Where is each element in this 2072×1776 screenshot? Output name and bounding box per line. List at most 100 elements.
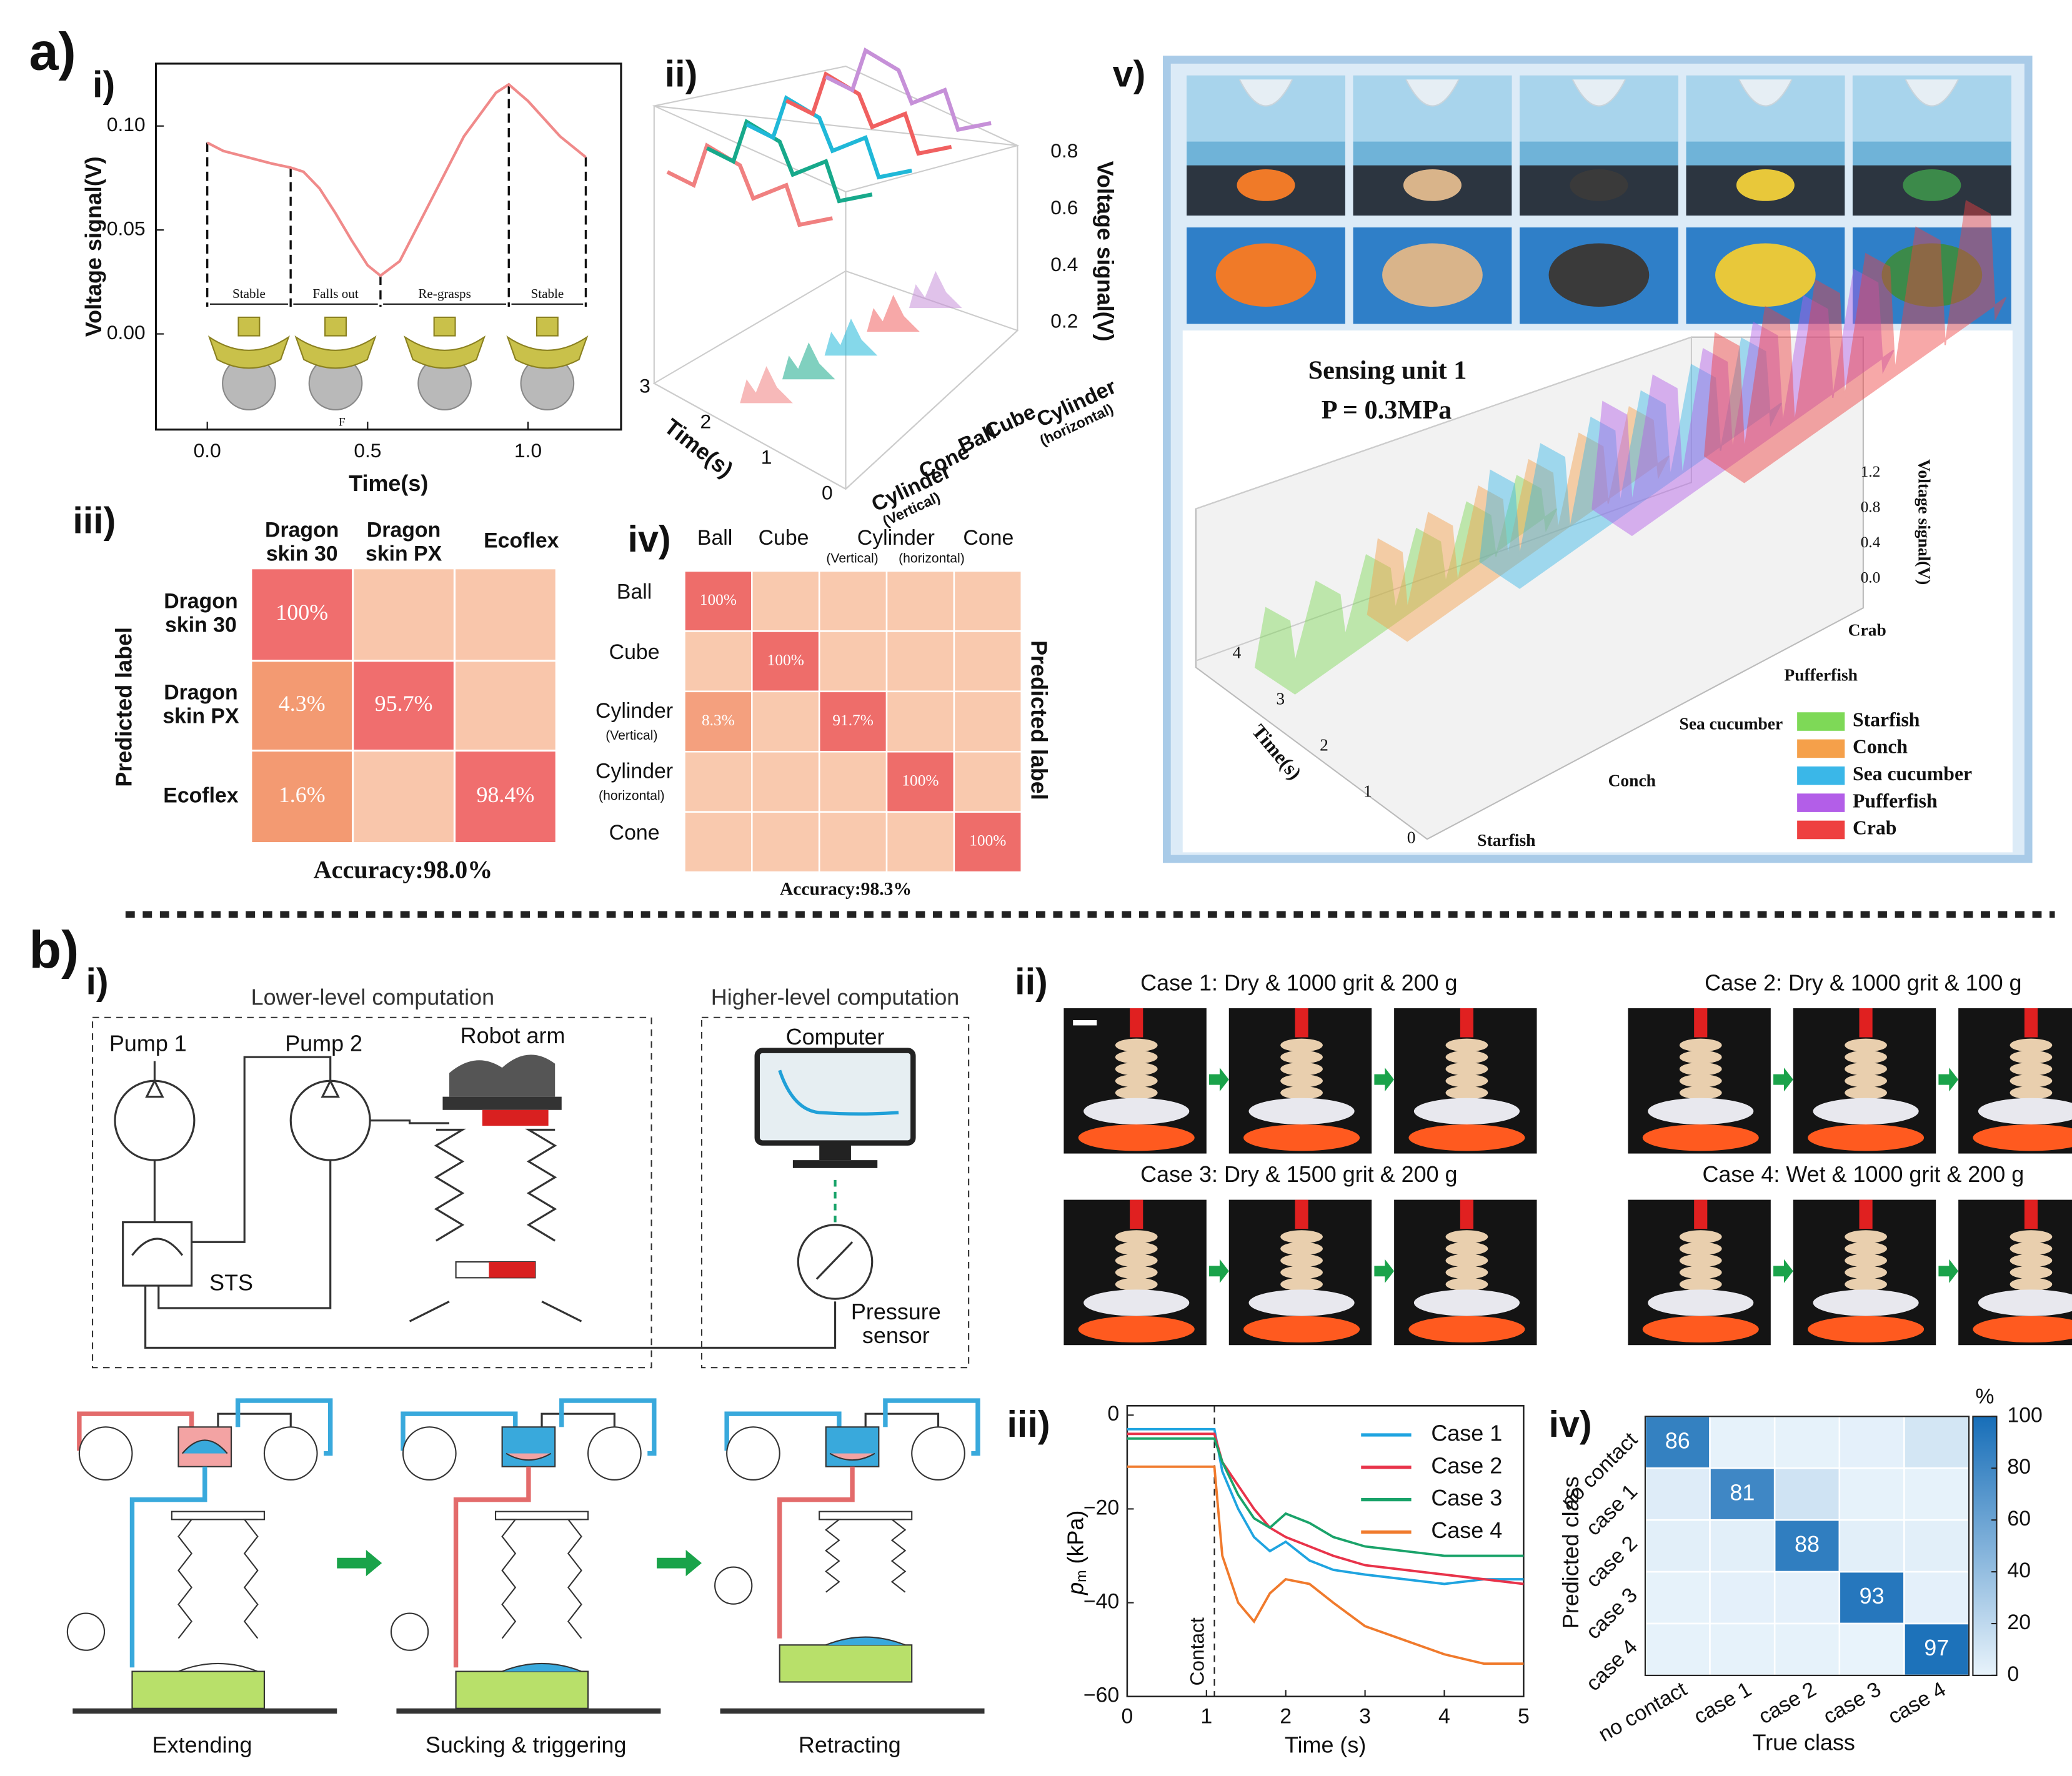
illustration [883, 1398, 980, 1456]
cell-label: 100% [276, 600, 328, 625]
legend-swatch [1797, 739, 1845, 758]
illustration [1280, 1038, 1323, 1052]
cell-label: 98.4% [476, 782, 534, 807]
z-tick-label: 1.2 [1861, 463, 1881, 480]
illustration [525, 1128, 557, 1242]
ribbon [1479, 337, 1782, 589]
illustration [1445, 1277, 1488, 1291]
illustration [1978, 1289, 2072, 1316]
illustration [1679, 1254, 1722, 1268]
illustration [567, 1519, 582, 1639]
matrix-cell [953, 690, 1023, 753]
illustration [1248, 1289, 1355, 1316]
matrix-cell [1838, 1416, 1905, 1469]
colorbar-tick-label: 20 [2007, 1610, 2031, 1634]
illustration [182, 1439, 228, 1454]
illustration [482, 1109, 549, 1126]
cell-label: 88 [1795, 1531, 1820, 1557]
illustration [2010, 1038, 2053, 1052]
illustration [1813, 1289, 1919, 1316]
z-tick-label: 0.2 [1050, 310, 1078, 332]
illustration [402, 1426, 457, 1481]
row-label: Dragon [164, 590, 237, 613]
illustration [1445, 1038, 1488, 1052]
matrix-cell [1773, 1416, 1841, 1469]
illustration [825, 47, 992, 132]
y-tick-label: 0.05 [107, 217, 146, 240]
category-label: Pufferfish [1784, 665, 1858, 684]
matrix-cell [352, 567, 456, 662]
illustration [777, 1466, 855, 1639]
illustration [1115, 1230, 1158, 1244]
illustration [1280, 1242, 1323, 1256]
legend-label: Pufferfish [1853, 790, 1938, 811]
colorbar-tick-label: 60 [2007, 1507, 2031, 1530]
illustration [1280, 1277, 1323, 1291]
illustration [1679, 1266, 1722, 1279]
matrix-cell [453, 567, 557, 662]
y-axis-label: Predicted label [111, 627, 136, 787]
matrix-cell [818, 630, 888, 693]
illustration [2010, 1242, 2053, 1256]
illustration [2024, 1008, 2038, 1038]
matrix-cell [352, 660, 456, 752]
z-tick-label: 0.4 [1050, 253, 1078, 275]
legend-swatch [1797, 820, 1845, 840]
illustration [1413, 1289, 1520, 1316]
illustration [1845, 1086, 1887, 1099]
time-tick-label: 4 [1233, 643, 1242, 662]
illustration [1813, 1098, 1919, 1125]
illustration [1938, 1259, 1959, 1283]
illustration [129, 1466, 207, 1668]
cell-label: 86 [1665, 1427, 1690, 1453]
illustration [1115, 1050, 1158, 1064]
data-line [1127, 1465, 1524, 1665]
illustration [506, 1452, 552, 1461]
row-label: case 4 [1581, 1635, 1642, 1695]
matrix-cell [1903, 1519, 1970, 1573]
illustration [825, 1519, 841, 1593]
illustration [77, 1411, 194, 1451]
illustration [657, 1550, 702, 1577]
illustration [433, 316, 456, 337]
time-tick-label: 0 [822, 482, 833, 504]
matrix-cell [1838, 1519, 1905, 1573]
illustration [442, 1096, 562, 1110]
y-tick-label: 0.10 [107, 113, 146, 136]
illustration [455, 1670, 589, 1709]
illustration [2010, 1230, 2053, 1244]
column-label: no contact [1595, 1677, 1691, 1747]
illustration [1280, 1230, 1323, 1244]
illustration [1845, 1074, 1887, 1088]
illustration [289, 1079, 371, 1161]
illustration [1845, 1277, 1887, 1291]
column-label: Cone [963, 526, 1014, 550]
column-label: Dragon [265, 518, 339, 542]
illustration [122, 1221, 193, 1287]
illustration [1115, 1086, 1158, 1099]
row-label: case 2 [1581, 1531, 1642, 1592]
illustration [1209, 1259, 1229, 1283]
category-label: Starfish [1477, 831, 1535, 850]
illustration [1280, 1062, 1323, 1076]
illustration [1859, 1199, 1873, 1229]
illustration [294, 335, 377, 369]
z-tick-label: 0.8 [1861, 499, 1881, 516]
matrix-cell [751, 750, 820, 813]
matrix-cell [818, 690, 888, 753]
matrix-cell [684, 690, 753, 753]
accuracy: Accuracy:98.3% [780, 880, 912, 900]
matrix-cell [818, 750, 888, 813]
illustration [1679, 1050, 1722, 1064]
illustration [1295, 1008, 1308, 1038]
row-label: Cylinder [595, 760, 673, 783]
illustration [1773, 1259, 1793, 1283]
illustration [324, 316, 347, 337]
illustration [1808, 1316, 1925, 1342]
illustration [114, 1079, 196, 1161]
illustration [144, 1286, 837, 1349]
illustration [453, 1466, 531, 1668]
illustration [1845, 1242, 1887, 1256]
